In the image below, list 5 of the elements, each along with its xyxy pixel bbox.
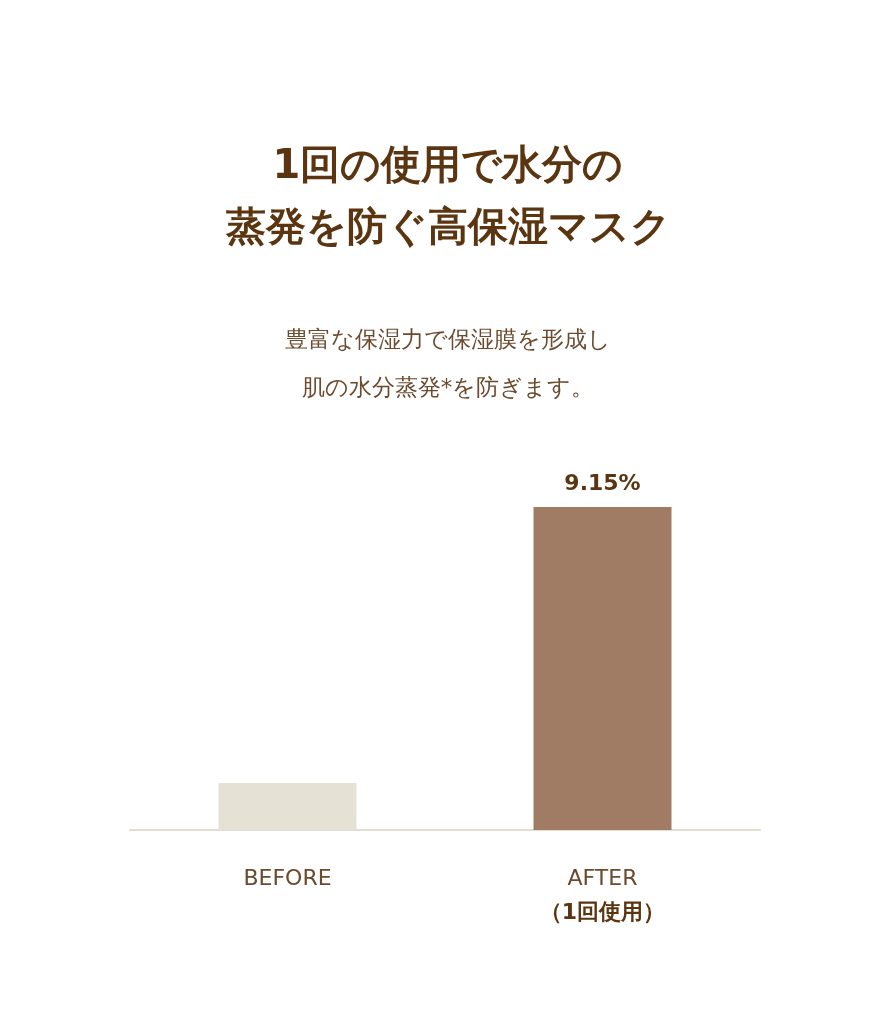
chart-title: 1回の使用で水分の蒸発を防ぐ高保湿マスク	[224, 141, 671, 249]
x-tick-label: BEFORE	[243, 864, 332, 890]
data-label: 9.15%	[564, 469, 641, 495]
x-tick-label: AFTER （1回使用）	[539, 864, 666, 924]
chart-subtitle: 豊富な保湿力で保湿膜を形成し肌の水分蒸発*を防ぎます。	[285, 326, 611, 400]
